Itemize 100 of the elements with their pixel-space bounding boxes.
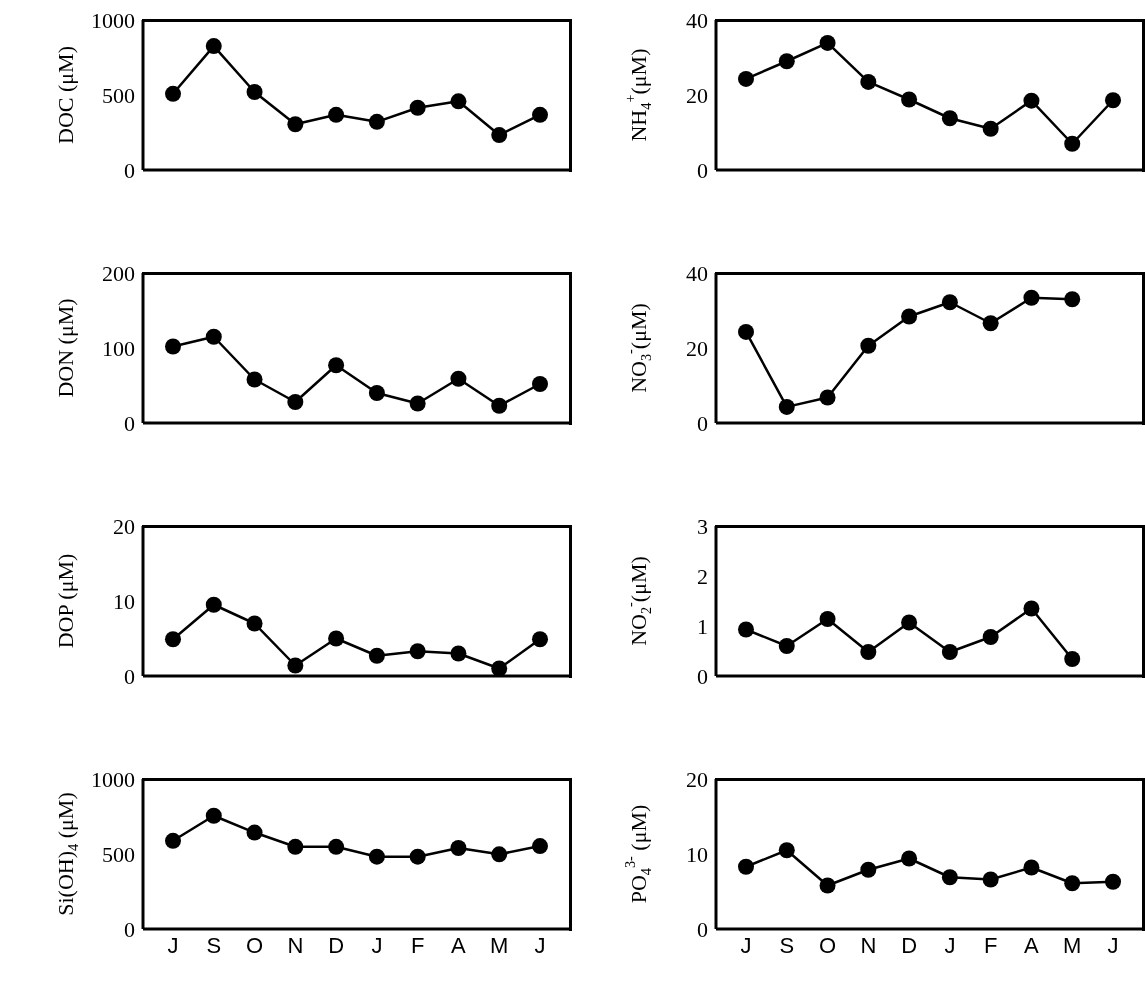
y-tick-label: 0 [697,663,708,689]
point [778,842,795,859]
point [901,614,918,631]
point [860,861,877,878]
y-tick-label: 20 [113,513,135,539]
point [287,116,304,133]
y-tick-label: 20 [686,766,708,792]
point [532,376,548,392]
y-tick-label: 20 [686,335,708,361]
point [860,337,877,354]
x-tick-label: O [818,932,837,958]
point [738,621,754,638]
point [1023,289,1040,306]
point [1023,600,1040,617]
point [982,629,999,645]
x-tick-label: S [779,932,795,958]
point [1105,92,1121,109]
y-axis-title: DON (μM) [52,298,78,398]
point [246,615,263,632]
point [368,647,385,664]
point [982,315,999,332]
point [901,850,918,867]
x-tick-label: S [206,932,222,958]
point [1064,651,1081,667]
point [246,371,263,388]
x-tick-label: J [534,932,546,958]
x-tick-label: D [328,932,345,958]
x-tick-label: F [410,932,425,958]
point [860,644,877,660]
point [778,53,795,70]
point [941,869,958,886]
point [941,644,958,660]
point [205,596,222,613]
point [819,611,836,627]
y-axis-title: DOC (μM) [52,46,78,144]
y-tick-label: 40 [686,7,708,33]
point [491,846,508,863]
point [246,824,263,841]
y-tick-label: 0 [124,410,135,436]
point [450,370,467,387]
point [205,38,222,55]
x-tick-label: N [287,932,304,958]
point [491,397,508,414]
point [1064,291,1081,308]
point [532,106,548,123]
point [941,110,958,127]
x-tick-label: J [944,932,956,958]
point [328,357,345,374]
x-tick-label: J [1107,932,1119,958]
y-tick-label: 100 [102,335,135,361]
y-tick-label: 1000 [91,7,135,33]
point [409,848,426,865]
point [165,631,181,648]
x-tick-label: J [371,932,383,958]
point [941,294,958,311]
x-tick-label: J [167,932,179,958]
point [1023,859,1040,876]
point [982,120,999,137]
point [1064,135,1081,152]
point [287,657,304,674]
point [368,113,385,130]
x-tick-label: N [860,932,877,958]
point [409,395,426,412]
point [778,638,795,654]
point [738,323,754,340]
point [165,338,181,355]
point [819,34,836,51]
x-tick-label: A [1024,932,1040,958]
point [287,838,304,855]
point [491,660,508,676]
point [491,127,508,144]
point [1023,92,1040,109]
y-tick-label: 1 [697,613,708,639]
y-tick-label: 0 [124,916,135,942]
point [901,91,918,108]
y-tick-label: 1000 [91,766,135,792]
point [287,394,304,410]
y-tick-label: 0 [124,157,135,183]
point [901,308,918,325]
y-tick-label: 0 [697,157,708,183]
point [1064,875,1081,892]
point [450,93,467,110]
x-tick-label: D [901,932,918,958]
y-tick-label: 0 [697,410,708,436]
point [860,73,877,90]
y-tick-label: 40 [686,260,708,286]
x-tick-label: M [490,932,509,958]
y-tick-label: 2 [697,563,708,589]
point [328,106,345,123]
point [246,84,263,100]
point [409,643,426,660]
point [819,877,836,894]
point [982,871,999,888]
point [450,840,467,856]
point [738,70,754,87]
point [778,398,795,415]
x-tick-label: F [983,932,998,958]
x-tick-label: O [245,932,264,958]
x-tick-label: J [740,932,752,958]
y-tick-label: 10 [686,841,708,867]
